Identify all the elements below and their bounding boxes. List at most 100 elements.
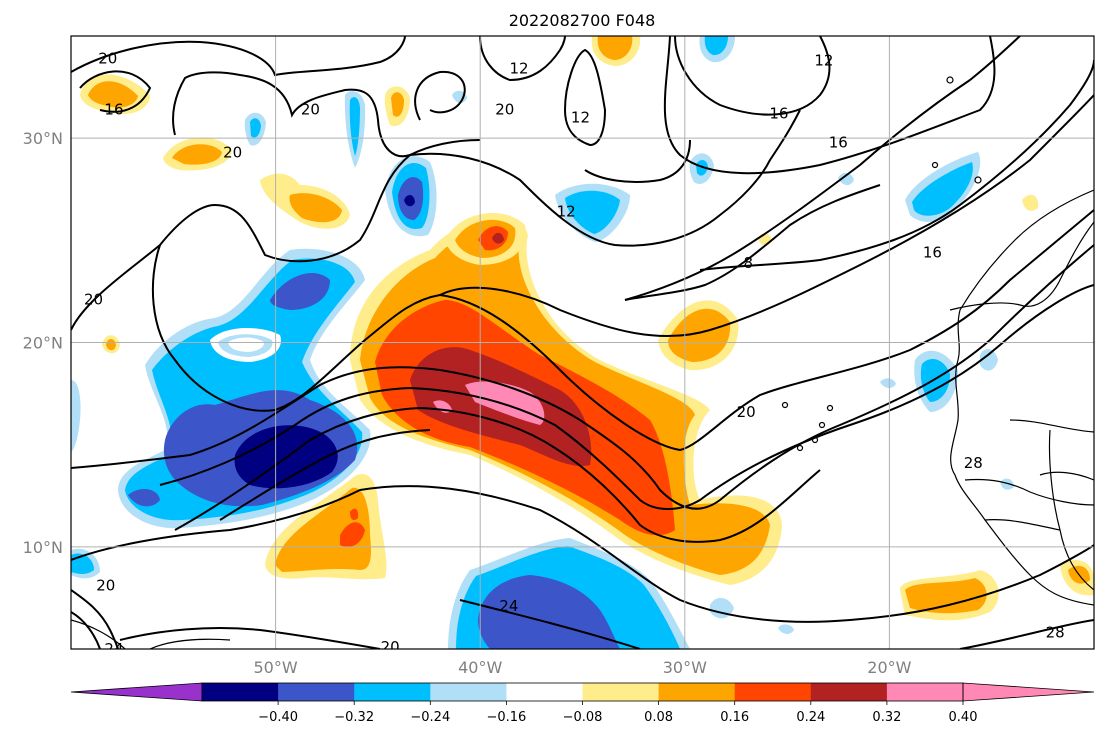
contour-8 [624,184,881,301]
coastline-africa [950,189,1094,606]
negative-region-west-royal-3 [128,488,160,507]
colorbar-bin [202,683,279,701]
positive-region-ne-dark [492,232,504,244]
contour-12-inner [584,139,691,183]
lon-tick-label: 50°W [254,658,298,677]
positive-region-north-1-orange [597,36,633,60]
border-africa-2 [964,478,1094,506]
shaded-anomaly-field [71,36,1094,649]
positive-region-east-2-orange [905,578,987,614]
map-title: 2022082700 F048 [509,11,656,30]
colorbar-extend-over [962,682,1095,702]
colorbar-tick-label: −0.32 [334,710,374,725]
negative-region-north-4-blue [250,118,261,138]
coastlines [71,76,1094,649]
contour-24-b [159,284,1094,510]
island-cape-verde-4 [818,421,826,429]
contour-label: 20 [98,49,117,67]
lon-tick-label: 40°W [458,658,502,677]
contour-sw-2 [71,611,101,649]
colorbar-bin [734,683,812,701]
island-canaries-2 [946,76,954,84]
colorbar: −0.40 −0.32 −0.24 −0.16 −0.08 0.08 0.16 0.24 0.3… [70,682,1095,725]
contour-label: 20 [223,143,242,161]
negative-region-east-4 [710,597,734,619]
negative-region-north-5-blue [704,36,728,56]
contour-24-sw [119,627,381,649]
negative-region-north-2-blue [565,190,620,234]
border-africa-3 [984,519,1061,531]
colorbar-tick-label: −0.24 [410,710,450,725]
border-africa-4 [1039,471,1094,481]
colorbar-bin [658,683,736,701]
island-cape-verde-1 [781,401,789,409]
colorbar-tick-label: −0.16 [486,710,526,725]
contour-20-upper [439,94,1094,338]
contour-label: 20 [96,577,115,595]
colorbar-bin [354,683,431,701]
contour-label: 20 [381,638,400,656]
island-canaries-1 [931,161,939,169]
negative-region-east-6 [838,172,854,186]
contour-label: 20 [495,101,514,119]
contour-label: 24 [104,640,123,658]
positive-region-west-1-orange [106,339,116,351]
contour-24-south [71,485,1094,623]
negative-region-north-7 [452,90,467,104]
island-cape-verde-5 [826,404,834,412]
coastline-sa-2 [149,638,231,649]
contour-label: 28 [1046,624,1065,642]
negative-region-east-1-blue [912,162,973,216]
lon-tick-label: 20°W [867,658,911,677]
colorbar-tick-label: 0.08 [644,710,673,725]
contour-12-long [409,109,801,247]
border-africa-5 [1048,429,1094,591]
colorbar-tick-label: −0.08 [563,710,603,725]
colorbar-bin [886,683,964,701]
lon-tick-label: 30°W [663,658,707,677]
contour-16-east [624,36,1021,301]
lat-tick-label: 30°N [23,129,63,148]
contour-label: 16 [104,101,123,119]
island-cape-verde-3 [811,436,819,444]
contour-24-c [174,406,821,543]
contour-label: 12 [571,109,590,127]
contour-12-ne [674,36,831,116]
negative-region-north-3-blue [349,97,360,156]
positive-region-east-1-orange [668,308,731,362]
map-area: 20 16 20 20 20 12 12 12 12 16 16 8 16 20 20 28 24 20 20 24 2… [71,36,1094,658]
map-frame [70,35,1095,650]
contour-12-mid [479,36,566,82]
positive-region-south-orange [275,487,371,572]
contour-20-ring [414,70,466,121]
negative-region-east-7 [880,378,896,388]
island-canaries-3 [974,176,982,184]
contour-labels: 20 16 20 20 20 12 12 12 12 16 16 8 16 20 20 28 24 20 20 24 2… [84,49,1065,658]
contour-20-north [71,36,406,77]
height-contours [71,36,1094,649]
contour-24-a [71,244,1094,510]
positive-region-south-red [340,508,365,547]
negative-region-west-hole-inner [228,337,265,352]
contour-label: 16 [769,105,788,123]
positive-region-north-2-orange [88,81,138,108]
colorbar-bin [582,683,660,701]
contour-12-blob [564,48,607,147]
positive-region-north-4-orange [289,193,342,223]
contour-label: 20 [84,291,103,309]
contour-28-east [959,619,1094,649]
coastline-africa-2 [949,221,1094,311]
contour-16-ne [663,36,996,175]
contour-label: 8 [743,254,753,272]
border-africa-1 [1009,419,1094,433]
negative-region-east-8 [778,624,794,634]
negative-region-north-1-navy [404,194,415,207]
colorbar-tick-label: 0.40 [949,710,978,725]
colorbar-bin [810,683,888,701]
island-cape-verde-2 [796,444,804,452]
colorbar-tick-label: −0.40 [258,710,298,725]
contour-label: 12 [814,52,833,70]
colorbar-tick-label: 0.16 [720,710,749,725]
positive-region-east-4 [1022,194,1039,211]
